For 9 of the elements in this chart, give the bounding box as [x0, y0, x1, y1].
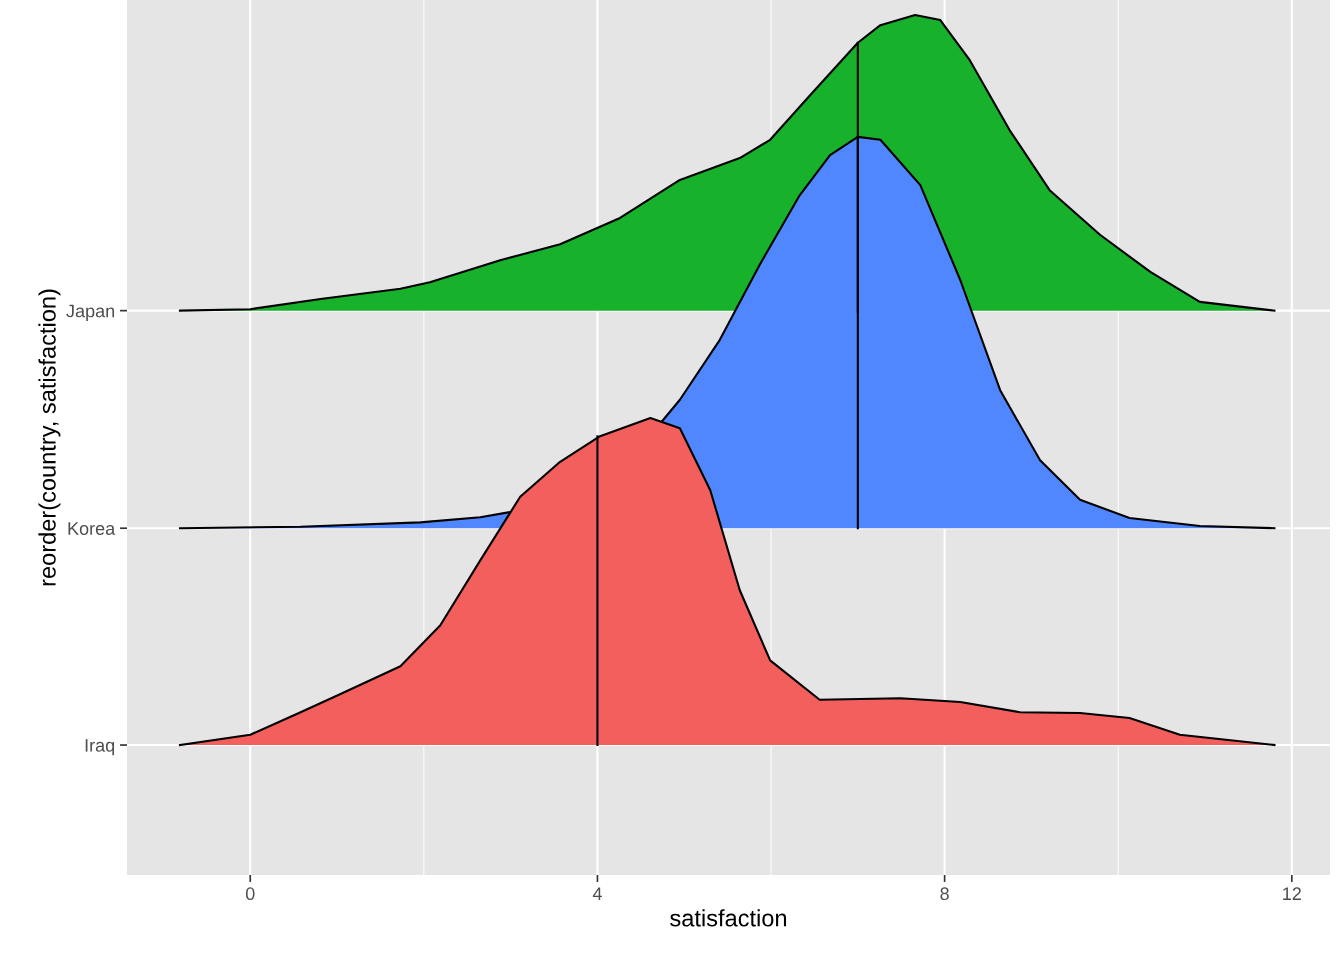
category-label: Korea [68, 522, 116, 535]
x-tick-label: 4 [592, 887, 602, 900]
y-axis-title: reorder(country, satisfaction) [38, 289, 61, 586]
category-label: Japan [66, 304, 115, 321]
x-tick-label: 8 [940, 887, 949, 901]
x-axis-title: satisfaction [670, 909, 787, 927]
x-tick-label: 12 [1283, 887, 1301, 900]
x-tick-label: 0 [245, 887, 255, 901]
category-label: Iraq [85, 739, 115, 756]
